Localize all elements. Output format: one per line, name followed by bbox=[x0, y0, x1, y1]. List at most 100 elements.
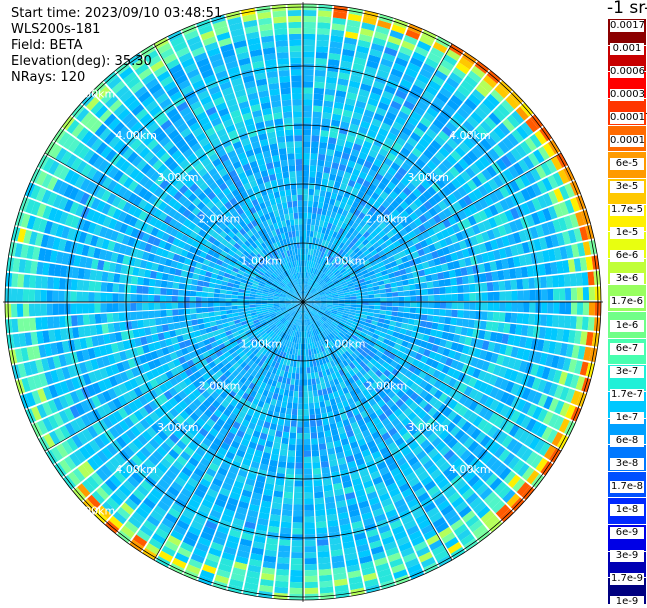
heatmap-cell bbox=[209, 283, 216, 288]
heatmap-cell bbox=[311, 373, 315, 379]
heatmap-cell bbox=[304, 540, 315, 546]
heatmap-cell bbox=[485, 272, 492, 281]
heatmap-cell bbox=[324, 95, 334, 102]
heatmap-cell bbox=[425, 275, 432, 282]
heatmap-cell bbox=[323, 106, 333, 113]
heatmap-cell bbox=[190, 314, 197, 320]
heatmap-cell bbox=[313, 112, 322, 119]
heatmap-cell bbox=[303, 326, 304, 332]
heatmap-cell bbox=[422, 302, 428, 308]
heatmap-cell bbox=[571, 302, 577, 315]
heatmap-cell bbox=[288, 450, 295, 456]
heatmap-cell bbox=[511, 313, 518, 323]
heatmap-cell bbox=[380, 310, 386, 314]
heatmap-cell bbox=[296, 367, 300, 373]
heatmap-cell bbox=[65, 291, 71, 302]
heatmap-cell bbox=[107, 272, 114, 282]
heatmap-cell bbox=[77, 292, 83, 302]
heatmap-cell bbox=[317, 545, 329, 552]
heatmap-cell bbox=[190, 303, 196, 308]
heatmap-cell bbox=[304, 463, 312, 469]
heatmap-cell bbox=[261, 302, 267, 304]
heatmap-cell bbox=[325, 400, 331, 407]
heatmap-cell bbox=[306, 349, 309, 355]
heatmap-cell bbox=[59, 278, 66, 290]
heatmap-cell bbox=[118, 303, 124, 312]
heatmap-cell bbox=[311, 444, 318, 450]
heatmap-cell bbox=[328, 393, 334, 400]
heatmap-cell bbox=[192, 325, 199, 331]
heatmap-cell bbox=[434, 302, 440, 308]
heatmap-cell bbox=[149, 319, 156, 327]
heatmap-cell bbox=[439, 316, 446, 323]
heatmap-cell bbox=[314, 402, 320, 409]
heatmap-cell bbox=[275, 575, 288, 582]
heatmap-cell bbox=[137, 277, 144, 285]
heatmap-cell bbox=[290, 384, 295, 390]
heatmap-cell bbox=[294, 487, 303, 493]
heatmap-cell bbox=[167, 317, 174, 324]
heatmap-cell bbox=[303, 46, 315, 52]
heatmap-cell bbox=[303, 117, 312, 123]
heatmap-cell bbox=[318, 551, 330, 558]
heatmap-cell bbox=[11, 289, 17, 302]
heatmap-cell bbox=[196, 303, 202, 308]
heatmap-cell bbox=[463, 310, 470, 318]
heatmap-cell bbox=[220, 294, 226, 298]
heatmap-cell bbox=[285, 384, 290, 391]
heatmap-cell bbox=[41, 304, 47, 316]
heatmap-cell bbox=[290, 432, 297, 438]
heatmap-cell bbox=[143, 319, 150, 327]
heatmap-cell bbox=[528, 278, 535, 289]
heatmap-cell bbox=[326, 442, 334, 449]
heatmap-cell bbox=[462, 319, 469, 327]
heatmap-cell bbox=[469, 284, 476, 292]
heatmap-cell bbox=[368, 295, 374, 299]
heatmap-cell bbox=[173, 276, 180, 283]
heatmap-cell bbox=[374, 302, 380, 306]
heatmap-cell bbox=[118, 293, 124, 302]
heatmap-cell bbox=[100, 303, 106, 312]
heatmap-cell bbox=[278, 419, 285, 426]
heatmap-cell bbox=[71, 315, 78, 326]
heatmap-cell bbox=[404, 296, 410, 301]
heatmap-cell bbox=[410, 308, 416, 314]
heatmap-cell bbox=[255, 302, 261, 304]
heatmap-cell bbox=[324, 490, 334, 497]
heatmap-cell bbox=[470, 293, 476, 301]
heatmap-cell bbox=[202, 297, 208, 302]
heatmap-cell bbox=[547, 302, 553, 314]
heatmap-cell bbox=[41, 290, 47, 302]
heatmap-cell bbox=[314, 366, 318, 372]
heatmap-cell bbox=[398, 302, 404, 307]
heatmap-cell bbox=[570, 316, 577, 329]
heatmap-cell bbox=[312, 117, 321, 124]
heatmap-cell bbox=[285, 474, 294, 481]
heatmap-cell bbox=[172, 309, 178, 315]
heatmap-cell bbox=[309, 397, 314, 403]
heatmap-cell bbox=[249, 305, 255, 308]
heatmap-cell bbox=[535, 290, 541, 301]
heatmap-cell bbox=[303, 219, 307, 225]
heatmap-cell bbox=[283, 426, 290, 433]
heatmap-cell bbox=[523, 302, 529, 312]
heatmap-cell bbox=[274, 485, 283, 492]
heatmap-cell bbox=[221, 281, 228, 286]
heatmap-cell bbox=[396, 317, 403, 323]
heatmap-cell bbox=[299, 385, 303, 391]
heatmap-cell bbox=[280, 449, 288, 456]
heatmap-cell bbox=[101, 272, 108, 282]
heatmap-cell bbox=[316, 515, 326, 522]
heatmap-cell bbox=[308, 391, 313, 397]
heatmap-cell bbox=[71, 291, 77, 302]
heatmap-cell bbox=[311, 141, 319, 147]
heatmap-cell bbox=[208, 312, 214, 317]
heatmap-cell bbox=[124, 303, 130, 311]
heatmap-cell bbox=[23, 289, 29, 302]
heatmap-cell bbox=[160, 303, 166, 310]
heatmap-cell bbox=[304, 487, 313, 493]
heatmap-cell bbox=[47, 304, 53, 316]
heatmap-cell bbox=[196, 308, 202, 313]
heatmap-cell bbox=[303, 58, 314, 64]
heatmap-cell bbox=[160, 288, 166, 295]
